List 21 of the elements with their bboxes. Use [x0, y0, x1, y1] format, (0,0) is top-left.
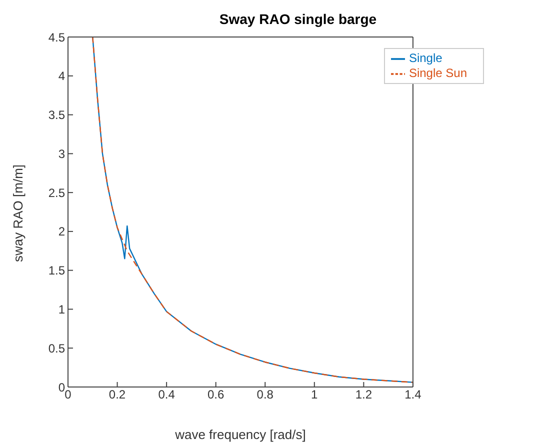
- x-tick-label: 1.4: [404, 388, 422, 402]
- y-tick-label: 1: [58, 302, 66, 316]
- legend-label: Single Sun: [408, 66, 467, 80]
- y-tick-label: 3.5: [48, 108, 66, 122]
- x-tick-label: 0.6: [207, 388, 224, 402]
- x-tick-label: 0.4: [158, 388, 176, 402]
- x-tick-label: 0.2: [108, 388, 126, 402]
- y-tick-label: 0.5: [48, 341, 66, 356]
- x-axis-title: wave frequency [rad/s]: [174, 427, 306, 442]
- y-tick-label: 4.5: [48, 30, 66, 44]
- x-tick-label: 1: [311, 388, 318, 402]
- y-tick-label: 2: [58, 224, 66, 239]
- legend-label: Single: [408, 51, 442, 65]
- x-tick-label: 0.8: [256, 388, 274, 402]
- y-tick-label: 2.5: [48, 186, 66, 200]
- y-tick-label: 1.5: [48, 264, 66, 278]
- x-tick-label: 1.2: [355, 388, 372, 402]
- y-axis-title: sway RAO [m/m]: [10, 164, 26, 262]
- y-tick-label: 4: [58, 69, 66, 84]
- chart-title: Sway RAO single barge: [219, 11, 377, 27]
- y-tick-label: 3: [58, 146, 66, 161]
